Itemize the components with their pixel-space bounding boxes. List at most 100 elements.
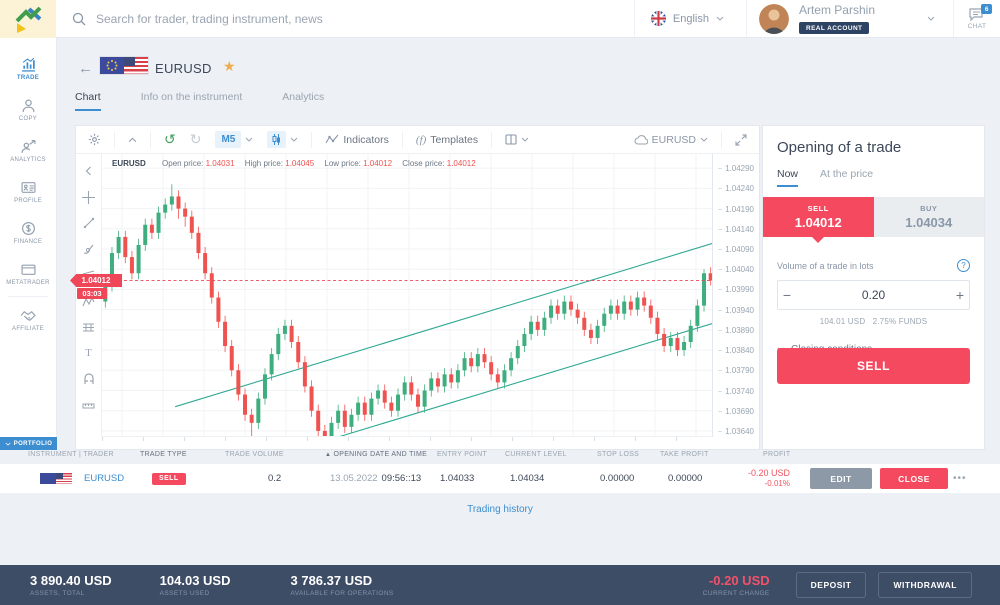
search-bar [56,0,635,37]
sidebar-item-finance[interactable]: FINANCE [0,212,56,253]
collapse-toolbar-button[interactable] [121,126,144,153]
price-tick: 1.03790 [718,366,754,376]
low-price: 1.04012 [363,159,393,168]
row-open-datetime: 13.05.2022 09:56::13 [330,473,422,484]
col-entry-point[interactable]: ENTRY POINT [437,451,488,458]
expand-icon [735,133,747,146]
price-tick: 1.04090 [718,245,754,254]
withdrawal-button[interactable]: WITHDRAWAL [878,572,972,598]
back-button[interactable]: ← [78,60,93,77]
language-selector[interactable]: English [635,0,747,37]
tab-info[interactable]: Info on the instrument [140,91,243,103]
fullscreen-button[interactable] [728,133,759,146]
trade-panel-title: Opening of a trade [777,139,902,156]
chart-plot-area[interactable]: EURUSD Open price: 1.04031 High price: 1… [102,154,714,437]
buy-price-button[interactable]: BUY 1.04034 [873,197,984,237]
search-icon [72,12,86,25]
volume-input[interactable] [796,288,951,302]
sidebar-item-affiliate[interactable]: AFFILIATE [0,299,56,340]
sell-price: 1.04012 [794,215,842,230]
close-position-button[interactable]: CLOSE [880,468,948,489]
volume-increase-button[interactable]: + [955,287,965,303]
chart-type-selector[interactable] [260,126,305,153]
price-tick: 1.03740 [718,386,754,396]
templates-button[interactable]: (f) Templates [415,133,479,146]
row-more-button[interactable]: ••• [953,473,967,484]
chart-settings-button[interactable] [76,126,108,153]
us-flag-icon [56,473,72,484]
analytics-icon [20,140,36,153]
collapse-tools-icon[interactable] [78,158,100,184]
chevron-up-icon [128,137,137,142]
sidebar-item-copy[interactable]: COPY [0,89,56,130]
eu-flag-icon [100,57,124,74]
row-instrument-link[interactable]: EURUSD [84,473,125,484]
time-axis[interactable] [102,436,714,449]
candle-countdown: 03:03 [77,288,107,300]
price-axis[interactable]: 1.04290 1.04240 1.04190 1.04140 1.04090 1.040… [712,154,759,437]
edit-position-button[interactable]: EDIT [810,468,872,489]
ohlc-legend: EURUSD Open price: 1.04031 High price: 1… [112,159,476,168]
chevron-down-icon [291,137,298,142]
brush-tool-icon[interactable] [78,236,100,262]
crosshair-tool-icon[interactable] [78,184,100,210]
deposit-button[interactable]: DEPOSIT [795,572,867,598]
chevron-down-icon [521,137,529,142]
help-icon[interactable]: ? [957,259,970,272]
sidebar-item-trade[interactable]: TRADE [0,48,56,89]
favorite-star-icon[interactable]: ★ [223,58,236,74]
col-take-profit[interactable]: TAKE PROFIT [660,451,709,458]
trendline-tool-icon[interactable] [78,210,100,236]
row-trade-type: SELL [152,464,186,493]
col-instrument[interactable]: INSTRUMENT | TRADER [28,451,114,458]
sell-submit-button[interactable]: SELL [777,348,970,384]
chevron-down-icon [700,137,708,142]
person-icon [22,99,34,112]
portfolio-tab[interactable]: PORTFOLIO [0,437,57,450]
magnet-tool-icon[interactable] [78,366,100,392]
col-profit[interactable]: PROFIT [763,451,791,458]
text-tool-icon[interactable]: T [85,347,92,359]
undo-button[interactable]: ↺ [164,131,176,147]
measure-tool-icon[interactable] [78,392,100,418]
sidebar-item-metatrader[interactable]: METATRADER [0,253,56,294]
user-profile-menu[interactable]: Artem Parshin REAL ACCOUNT [747,0,954,37]
app-logo[interactable] [0,0,56,38]
tab-chart[interactable]: Chart [75,91,101,111]
account-summary-bar: 3 890.40 USD ASSETS, TOTAL 104.03 USD AS… [0,565,1000,605]
chat-button[interactable]: 6 CHAT [954,0,1000,37]
sell-price-button[interactable]: SELL 1.04012 [763,197,874,243]
col-trade-volume[interactable]: TRADE VOLUME [225,451,284,458]
chart-symbol-selector[interactable]: EURUSD [627,134,715,146]
tab-analytics[interactable]: Analytics [282,91,325,103]
sidebar-item-profile[interactable]: PROFILE [0,171,56,212]
col-trade-type[interactable]: TRADE TYPE [140,451,187,458]
tab-now[interactable]: Now [777,168,799,187]
avatar [758,3,789,34]
price-tick: 1.03690 [718,406,754,416]
col-current-level[interactable]: CURRENT LEVEL [505,451,567,458]
topbar: English Artem Parshin REAL ACCOUNT 6 CHA… [0,0,1000,38]
candlestick-chart[interactable] [102,154,714,437]
price-tick: 1.04140 [718,224,754,234]
row-current-level: 1.04034 [510,473,545,484]
col-opening-date[interactable]: ▲ OPENING DATE AND TIME [325,451,428,458]
current-change: -0.20 USD CURRENT CHANGE [702,573,770,597]
volume-decrease-button[interactable]: − [782,287,792,303]
trade-chart-icon [21,57,35,72]
col-stop-loss[interactable]: STOP LOSS [597,451,640,458]
tab-at-the-price[interactable]: At the price [820,168,874,180]
trading-history-link[interactable]: Trading history [467,504,533,515]
layout-grid-icon [505,134,517,145]
search-input[interactable] [96,11,516,26]
layout-selector[interactable] [498,126,536,153]
redo-button[interactable]: ↻ [189,131,202,147]
sidebar-item-analytics[interactable]: ANALYTICS [0,130,56,171]
fibonacci-tool-icon[interactable] [78,314,100,340]
high-price: 1.04045 [285,159,315,168]
timeframe-selector[interactable]: M5 [208,126,260,153]
legend-symbol: EURUSD [112,159,146,168]
chevron-down-icon [927,16,935,21]
row-entry-point: 1.04033 [440,473,475,484]
indicators-button[interactable]: Indicators [318,126,396,153]
